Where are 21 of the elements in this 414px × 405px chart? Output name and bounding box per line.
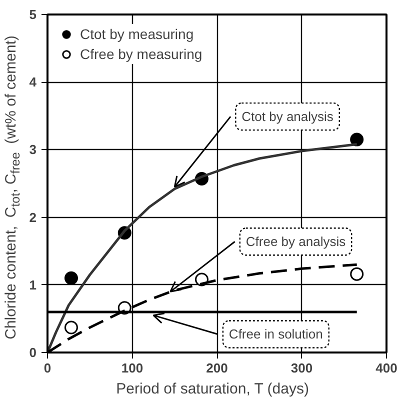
- x-tick-label: 300: [290, 360, 313, 376]
- x-tick-label: 200: [206, 360, 228, 376]
- x-tick-label: 100: [121, 360, 144, 376]
- legend-label: Ctot by measuring: [80, 26, 194, 42]
- point: [64, 320, 78, 334]
- annotation: Ctot by analysis: [242, 109, 334, 124]
- legend-label: Cfree by measuring: [80, 46, 202, 62]
- x-axis-title: Period of saturation, T (days): [116, 380, 310, 398]
- y-tick-label: 4: [29, 74, 38, 90]
- point: [350, 132, 364, 146]
- y-tick-label: 5: [29, 7, 37, 22]
- x-tick-label: 400: [376, 360, 398, 376]
- y-tick-label: 0: [29, 345, 37, 360]
- y-tick-label: 3: [29, 142, 37, 158]
- y-tick-label: 2: [29, 210, 37, 225]
- annotation: Cfree by analysis: [246, 234, 346, 250]
- point: [64, 271, 78, 285]
- point: [350, 267, 364, 281]
- y-tick-label: 1: [29, 277, 37, 292]
- x-tick-label: 0: [44, 360, 52, 376]
- annotation: Cfree in solution: [228, 326, 323, 342]
